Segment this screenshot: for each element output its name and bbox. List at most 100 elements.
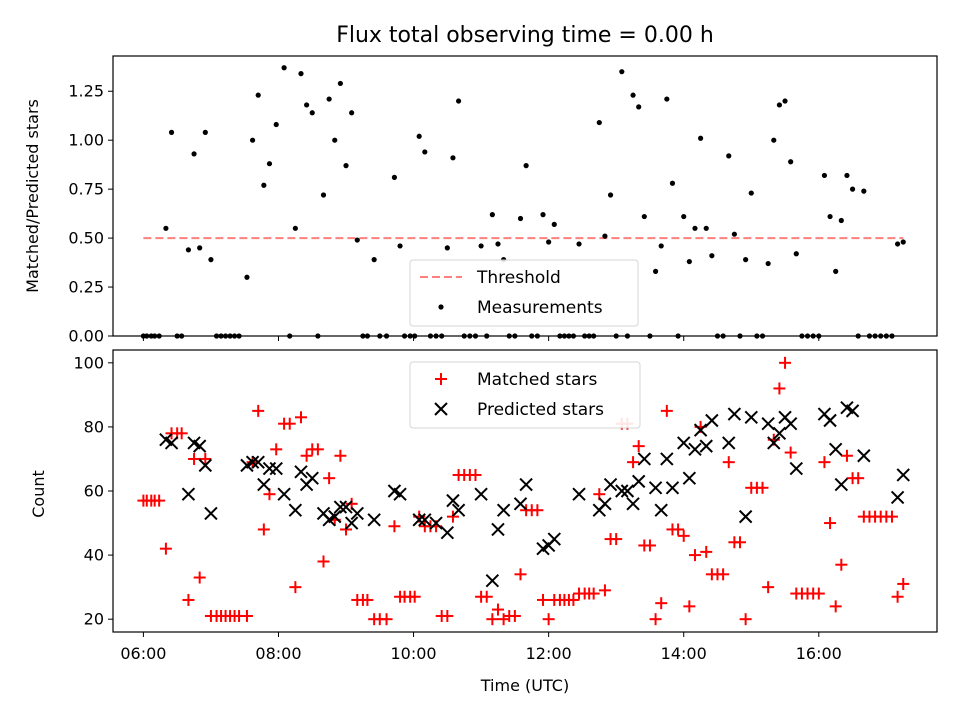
matched-star-point bbox=[655, 597, 668, 610]
matched-star-point bbox=[270, 443, 283, 456]
measurement-point bbox=[185, 247, 192, 253]
measurement-point bbox=[692, 225, 698, 231]
matched-star-point bbox=[683, 600, 696, 613]
matched-star-point bbox=[408, 590, 421, 603]
predicted-star-point bbox=[496, 503, 511, 517]
matched-star-point bbox=[824, 517, 837, 530]
matched-star-point bbox=[323, 472, 336, 485]
predicted-star-point bbox=[631, 474, 646, 489]
measurement-point bbox=[397, 243, 403, 249]
measurement-point bbox=[489, 212, 495, 218]
matched-star-point bbox=[289, 581, 302, 594]
matched-star-point bbox=[508, 609, 521, 622]
measurement-point bbox=[782, 98, 788, 104]
top-y-ticks: 0.00 0.25 0.50 0.75 1.00 1.25 bbox=[68, 82, 113, 346]
measurement-point bbox=[900, 239, 906, 245]
measurement-point bbox=[726, 153, 732, 159]
bottom-y-tick-label: 40 bbox=[84, 546, 104, 565]
measurement-point bbox=[450, 155, 456, 161]
matched-star-point bbox=[756, 481, 769, 494]
bottom-y-tick-label: 100 bbox=[73, 353, 104, 372]
bottom-x-tick-label: 08:00 bbox=[255, 644, 301, 663]
matched-star-point bbox=[542, 613, 555, 626]
predicted-star-point bbox=[204, 506, 218, 521]
bottom-x-tick-label: 14:00 bbox=[661, 644, 707, 663]
measurement-point bbox=[163, 225, 169, 231]
measurement-point bbox=[292, 225, 298, 231]
matched-star-point bbox=[891, 590, 904, 603]
bottom-y-tick-label: 80 bbox=[84, 417, 104, 436]
predicted-star-point bbox=[620, 484, 635, 498]
measurement-point bbox=[255, 92, 261, 98]
measurement-point bbox=[261, 182, 267, 188]
predicted-star-point bbox=[257, 477, 271, 492]
matched-star-point bbox=[610, 533, 623, 546]
predicted-star-point bbox=[288, 503, 303, 517]
matched-star-point bbox=[283, 417, 296, 430]
bottom-x-tick-label: 06:00 bbox=[120, 644, 166, 663]
predicted-star-point bbox=[393, 487, 407, 501]
matched-star-point bbox=[734, 536, 747, 549]
top-x-ticks bbox=[142, 336, 820, 341]
predicted-star-point bbox=[615, 484, 629, 498]
predicted-star-point bbox=[693, 423, 708, 437]
bottom-y-tick-label: 60 bbox=[84, 482, 104, 501]
matched-star-point bbox=[252, 404, 265, 417]
matched-star-point bbox=[317, 555, 330, 568]
measurement-point bbox=[743, 257, 749, 263]
measurement-point bbox=[540, 212, 546, 218]
measurement-point bbox=[664, 96, 670, 102]
measurement-point bbox=[619, 69, 625, 75]
predicted-star-point bbox=[245, 455, 260, 469]
predicted-star-point bbox=[474, 487, 488, 501]
predicted-star-point bbox=[572, 487, 586, 501]
measurement-point bbox=[636, 104, 642, 110]
matched-star-point bbox=[491, 603, 504, 616]
predicted-star-point bbox=[294, 465, 308, 479]
measurement-point bbox=[337, 80, 343, 87]
measurement-point bbox=[641, 213, 647, 220]
legend-measurements-swatch bbox=[438, 304, 444, 310]
predicted-star-point bbox=[890, 490, 905, 505]
matched-star-point bbox=[688, 549, 701, 562]
predicted-star-point bbox=[699, 439, 713, 453]
matched-star-point bbox=[852, 472, 865, 485]
measurement-point bbox=[703, 225, 709, 231]
measurement-point bbox=[197, 245, 203, 251]
legend-measurements-label: Measurements bbox=[477, 298, 603, 318]
measurement-point bbox=[607, 192, 614, 198]
measurement-point bbox=[309, 110, 315, 116]
matched-star-point bbox=[598, 584, 611, 597]
matched-star-point bbox=[885, 510, 898, 523]
measurement-point bbox=[551, 221, 557, 227]
measurement-point bbox=[895, 241, 901, 247]
matched-star-point bbox=[486, 613, 499, 626]
predicted-star-point bbox=[677, 436, 691, 450]
predicted-star-point bbox=[192, 439, 207, 453]
predicted-star-point bbox=[181, 487, 196, 501]
predicted-star-point bbox=[598, 497, 612, 511]
measurement-point bbox=[765, 260, 771, 267]
measurement-point bbox=[391, 174, 398, 180]
measurement-point bbox=[349, 110, 355, 116]
predicted-star-point bbox=[277, 487, 291, 501]
measurement-point bbox=[478, 243, 484, 249]
top-y-tick-label: 0.75 bbox=[68, 180, 104, 199]
measurement-point bbox=[320, 192, 327, 198]
matched-star-point bbox=[441, 609, 454, 622]
measurement-point bbox=[861, 188, 867, 194]
top-y-tick-label: 1.00 bbox=[68, 131, 104, 150]
predicted-star-point bbox=[857, 449, 871, 463]
predicted-star-point bbox=[269, 461, 283, 476]
measurement-point bbox=[273, 121, 279, 128]
matched-star-point bbox=[677, 529, 690, 542]
measurement-point bbox=[821, 172, 828, 179]
measurement-point bbox=[416, 133, 422, 139]
bottom-legend: Matched stars Predicted stars bbox=[409, 361, 641, 429]
measurement-point bbox=[776, 102, 783, 108]
bottom-legend-box bbox=[409, 361, 641, 429]
predicted-star-point bbox=[333, 500, 348, 514]
matched-star-point bbox=[835, 558, 848, 571]
predicted-star-point bbox=[339, 500, 353, 514]
matched-star-point bbox=[779, 356, 792, 369]
